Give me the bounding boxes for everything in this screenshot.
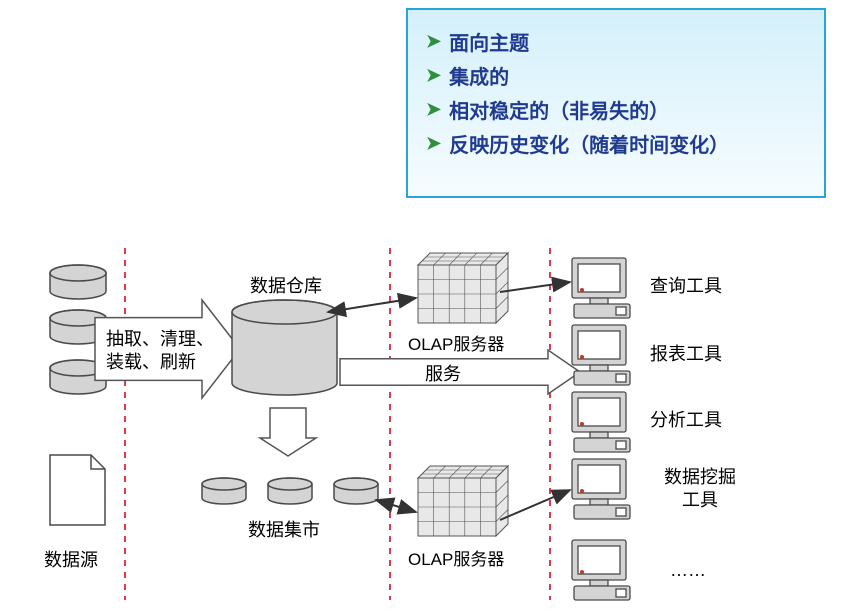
label-tool-report: 报表工具 [650,340,722,366]
label-warehouse: 数据仓库 [250,272,322,298]
label-ellipsis: …… [670,560,706,581]
label-service: 服务 [425,360,461,386]
label-data-mart: 数据集市 [248,516,320,542]
label-tool-query: 查询工具 [650,272,722,298]
architecture-diagram [0,0,853,614]
label-tool-mining: 数据挖掘工具 [650,466,750,511]
label-olap-top: OLAP服务器 [408,330,504,355]
label-olap-bottom: OLAP服务器 [408,545,504,570]
label-tool-analysis: 分析工具 [650,406,722,432]
label-etl: 抽取、清理、装载、刷新 [106,328,216,373]
label-data-source: 数据源 [44,546,98,572]
